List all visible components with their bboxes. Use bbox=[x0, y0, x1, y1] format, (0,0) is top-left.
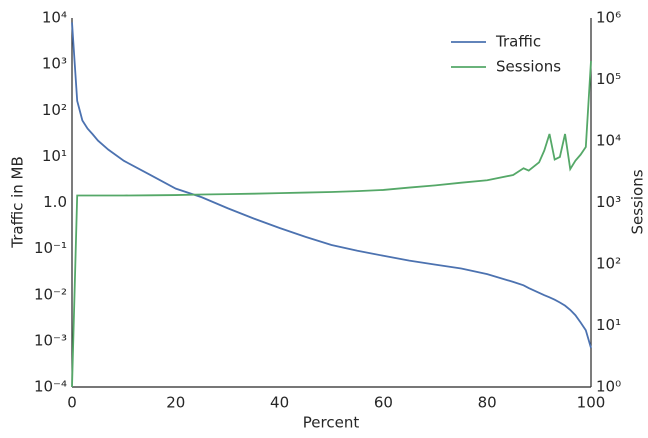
x-tick-label: 20 bbox=[166, 394, 185, 412]
y-tick-label: 10⁻¹ bbox=[34, 239, 67, 257]
x-tick-label: 60 bbox=[374, 394, 393, 412]
y-tick-label: 10¹ bbox=[42, 147, 67, 165]
y2-tick-label: 10² bbox=[596, 255, 621, 273]
y2-tick-label: 10⁶ bbox=[596, 9, 621, 27]
y-tick-label: 10⁻³ bbox=[34, 331, 67, 349]
x-tick-label: 40 bbox=[270, 394, 289, 412]
y-tick-label: 10⁻² bbox=[34, 285, 67, 303]
x-tick-label: 0 bbox=[67, 394, 77, 412]
y2-tick-label: 10⁰ bbox=[596, 378, 621, 396]
y-tick-label: 10³ bbox=[42, 55, 67, 73]
y2-axis-label: Sessions bbox=[629, 169, 647, 234]
y-tick-label: 10² bbox=[42, 101, 67, 119]
y2-tick-label: 10⁵ bbox=[596, 70, 621, 88]
y2-tick-label: 10⁴ bbox=[596, 132, 621, 150]
legend-label: Traffic bbox=[495, 33, 541, 51]
x-tick-label: 100 bbox=[577, 394, 606, 412]
y2-tick-label: 10¹ bbox=[596, 316, 621, 334]
x-tick-label: 80 bbox=[478, 394, 497, 412]
y2-tick-label: 10³ bbox=[596, 193, 621, 211]
x-axis-label: Percent bbox=[303, 414, 360, 432]
y-tick-label: 1.0 bbox=[43, 193, 67, 211]
legend-label: Sessions bbox=[496, 58, 561, 76]
y-tick-label: 10⁻⁴ bbox=[34, 378, 67, 396]
line-series bbox=[71, 22, 592, 349]
line-series bbox=[71, 60, 592, 388]
y-tick-label: 10⁴ bbox=[42, 9, 67, 27]
y-axis-label: Traffic in MB bbox=[9, 156, 27, 249]
